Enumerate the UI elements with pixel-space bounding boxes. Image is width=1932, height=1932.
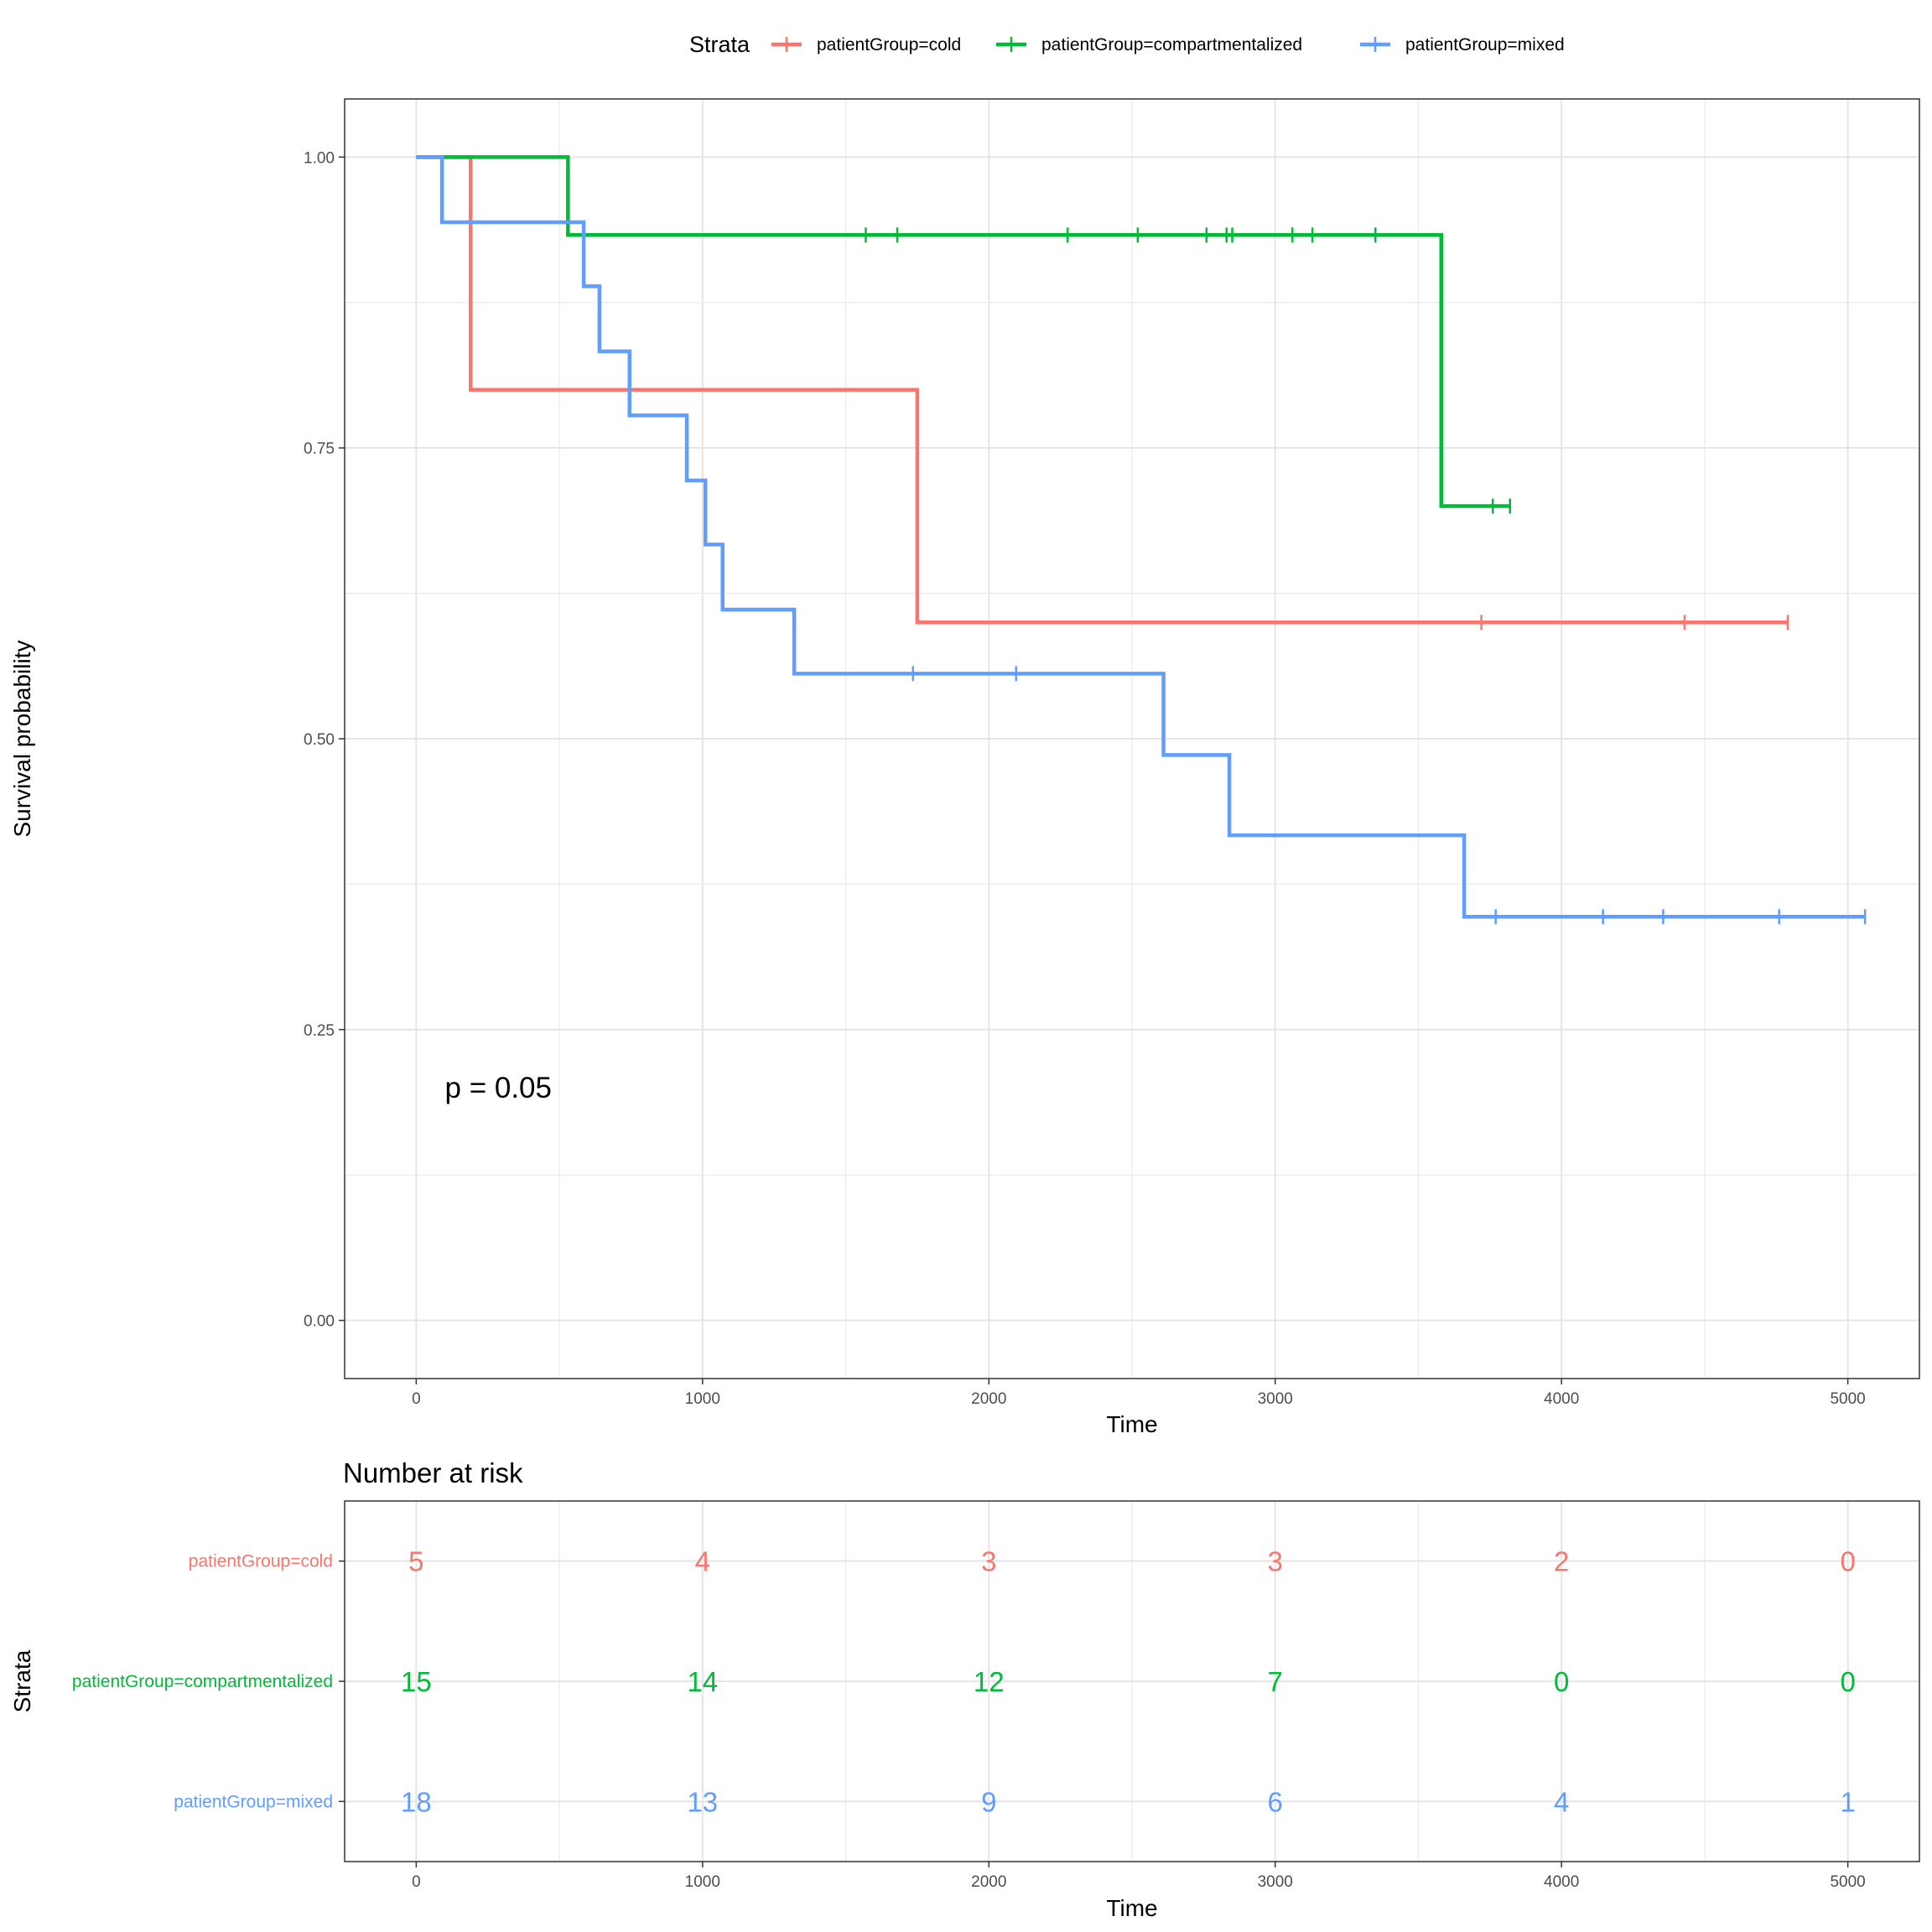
risk-x-tick-label: 3000	[1258, 1873, 1293, 1891]
risk-count-cell: 18	[401, 1786, 432, 1817]
risk-count-cell: 5	[408, 1546, 423, 1577]
risk-x-tick-label: 5000	[1830, 1873, 1865, 1891]
p-value-annotation: p = 0.05	[445, 1072, 552, 1104]
risk-count-cell: 0	[1840, 1666, 1855, 1697]
km-gridlines	[345, 99, 1919, 1379]
risk-count-cell: 15	[401, 1666, 432, 1697]
risk-table-values: 5 4 3 3 2 0 15 14 12 7 0 0 18 13 9 6 4 1	[401, 1546, 1856, 1818]
km-curve-series-2	[416, 155, 1866, 919]
risk-row-labels: patientGroup=cold patientGroup=compartmen…	[72, 1552, 345, 1811]
x-tick-label: 2000	[971, 1390, 1006, 1408]
risk-count-cell: 4	[695, 1546, 710, 1577]
y-tick-label: 0.00	[304, 1313, 335, 1331]
km-censor-marks	[865, 227, 1867, 925]
y-tick-label: 0.50	[304, 731, 335, 749]
km-x-axis-ticks: 0 1000 2000 3000 4000 5000	[412, 1379, 1866, 1408]
risk-x-tick-label: 1000	[685, 1873, 720, 1891]
risk-row-label: patientGroup=cold	[189, 1552, 333, 1571]
risk-count-cell: 2	[1554, 1546, 1569, 1577]
risk-count-cell: 3	[1268, 1546, 1283, 1577]
risk-gridlines	[345, 1501, 1919, 1862]
risk-x-axis-ticks: 0 1000 2000 3000 4000 5000	[412, 1862, 1866, 1891]
x-tick-label: 5000	[1830, 1390, 1865, 1408]
risk-y-axis-title: Strata	[9, 1649, 35, 1712]
risk-count-cell: 0	[1554, 1666, 1569, 1697]
risk-count-cell: 12	[974, 1666, 1005, 1697]
x-tick-label: 3000	[1258, 1390, 1293, 1408]
km-plot-panel: p = 0.05 0.00 0.25 0.50 0.75 1.00 0 1000 2000 3…	[9, 98, 1920, 1437]
legend-items: patientGroup=cold patientGroup=compartmen…	[771, 35, 1565, 55]
km-curves	[416, 155, 1866, 919]
risk-count-cell: 0	[1840, 1546, 1855, 1577]
legend-title: Strata	[689, 32, 750, 57]
risk-count-cell: 6	[1268, 1786, 1283, 1817]
risk-table-title: Number at risk	[343, 1457, 523, 1488]
x-tick-label: 0	[412, 1390, 421, 1408]
risk-count-cell: 4	[1554, 1786, 1569, 1817]
legend-label-2: patientGroup=mixed	[1405, 35, 1565, 55]
risk-count-cell: 1	[1840, 1786, 1855, 1817]
risk-row-label: patientGroup=compartmentalized	[72, 1672, 333, 1691]
legend-label-0: patientGroup=cold	[817, 35, 961, 55]
risk-x-axis-title: Time	[1106, 1895, 1157, 1921]
risk-x-tick-label: 0	[412, 1873, 421, 1891]
y-tick-label: 0.25	[304, 1022, 335, 1040]
y-tick-label: 1.00	[304, 149, 335, 167]
legend-label-1: patientGroup=compartmentalized	[1041, 35, 1302, 55]
legend: Strata patientGroup=cold patientGroup=com…	[689, 32, 1565, 57]
x-tick-label: 1000	[685, 1390, 720, 1408]
risk-count-cell: 9	[981, 1786, 996, 1817]
y-tick-label: 0.75	[304, 440, 335, 458]
risk-count-cell: 13	[687, 1786, 718, 1817]
km-curve-series-1	[416, 155, 1510, 508]
x-tick-label: 4000	[1544, 1390, 1579, 1408]
km-y-axis-title: Survival probability	[9, 641, 35, 838]
risk-x-tick-label: 2000	[971, 1873, 1006, 1891]
risk-x-tick-label: 4000	[1544, 1873, 1579, 1891]
km-y-axis-ticks: 0.00 0.25 0.50 0.75 1.00	[304, 149, 345, 1331]
risk-table-panel: Number at risk 5 4 3 3 2 0 15 14 12 7 0 0 18 13 9 6 4 1 p…	[9, 1457, 1920, 1921]
risk-count-cell: 7	[1268, 1666, 1283, 1697]
km-x-axis-title: Time	[1106, 1411, 1157, 1437]
risk-count-cell: 3	[981, 1546, 996, 1577]
risk-row-label: patientGroup=mixed	[174, 1792, 333, 1811]
risk-count-cell: 14	[687, 1666, 718, 1697]
